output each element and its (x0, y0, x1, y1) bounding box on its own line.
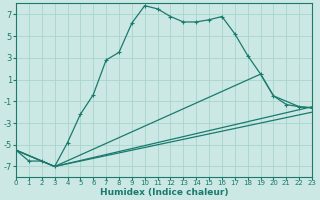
X-axis label: Humidex (Indice chaleur): Humidex (Indice chaleur) (100, 188, 228, 197)
